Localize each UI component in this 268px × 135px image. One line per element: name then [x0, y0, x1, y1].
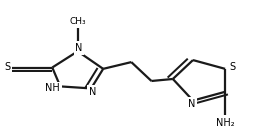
Text: NH₂: NH₂: [216, 118, 234, 128]
Text: N: N: [75, 43, 83, 53]
Text: CH₃: CH₃: [69, 17, 86, 26]
Text: NH: NH: [45, 83, 60, 93]
Text: N: N: [188, 99, 195, 109]
Text: S: S: [230, 63, 236, 72]
Text: N: N: [89, 87, 96, 97]
Text: S: S: [4, 63, 10, 72]
